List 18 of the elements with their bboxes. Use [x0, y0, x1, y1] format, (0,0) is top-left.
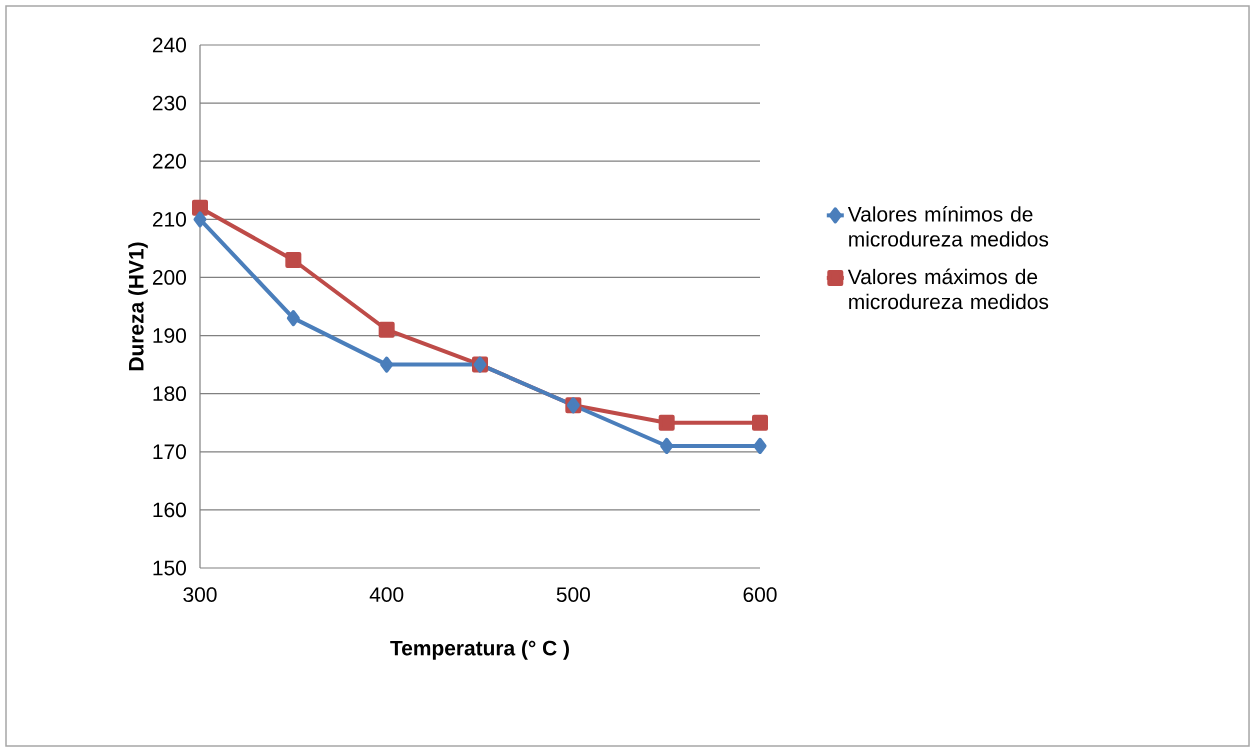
y-tick-label: 150: [153, 560, 186, 576]
x-axis-title: Temperatura (° C ): [390, 640, 569, 660]
legend-label: Valores mínimos de microdureza medidos: [847, 206, 1049, 247]
y-tick-label: 230: [152, 95, 186, 111]
y-tick-label: 170: [153, 444, 186, 460]
y-axis-title: Dureza (HV1): [128, 242, 148, 371]
x-tick-label: 600: [743, 587, 777, 602]
y-tick-label: 180: [153, 386, 186, 402]
x-tick-label: 400: [369, 587, 404, 602]
y-tick-label: 160: [153, 502, 186, 518]
y-tick-label: 240: [152, 37, 186, 53]
y-tick-label: 220: [152, 153, 186, 169]
y-tick-label: 200: [152, 270, 186, 285]
y-tick-label: 210: [152, 211, 186, 227]
y-tick-label: 190: [153, 328, 186, 343]
legend-label: Valores máximos de microdureza medidos: [847, 268, 1049, 310]
x-tick-label: 300: [183, 587, 217, 602]
x-tick-label: 500: [556, 587, 590, 602]
